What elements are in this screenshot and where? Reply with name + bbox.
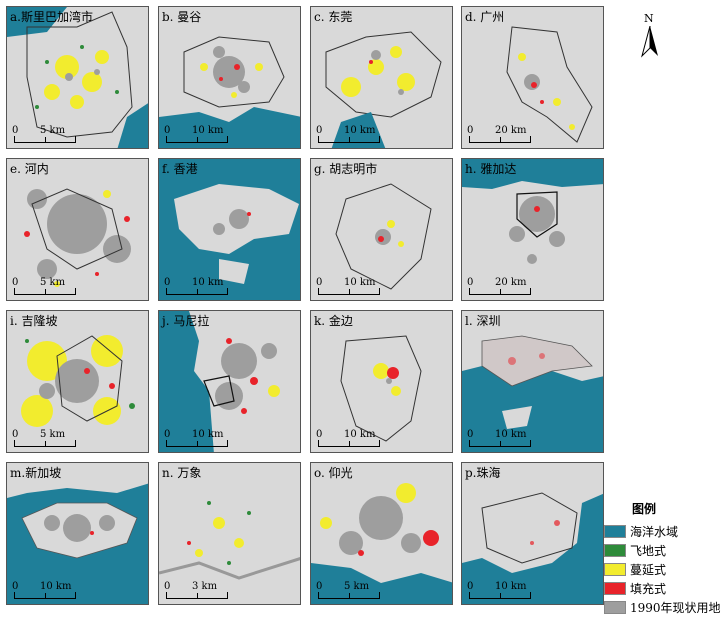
legend-item-sprawl: 蔓延式 xyxy=(604,560,728,579)
legend-item-ocean: 海洋水域 xyxy=(604,522,728,541)
panel-title: f. 香港 xyxy=(162,162,198,176)
panel-title: k. 金边 xyxy=(314,314,353,328)
panel-title: i. 吉隆坡 xyxy=(10,314,58,328)
legend: 图例 海洋水域 飞地式 蔓延式 填充式 1990年现状用地 xyxy=(604,500,728,617)
map-panel-guangzhou: d. 广州 0 20 km xyxy=(461,6,604,149)
map-graphic xyxy=(159,311,280,452)
scale-bar: 0 10 km xyxy=(467,429,539,449)
map-graphic xyxy=(340,335,422,442)
map-graphic xyxy=(7,7,148,148)
scale-bar: 0 10 km xyxy=(467,581,539,601)
legend-item-infill: 填充式 xyxy=(604,579,728,598)
panel-title: l. 深圳 xyxy=(465,314,501,328)
map-panel-shenzhen: l. 深圳 0 10 km xyxy=(461,310,604,453)
scale-bar: 0 10 km xyxy=(316,277,388,297)
scale-bar: 0 10 km xyxy=(316,125,388,145)
scale-bar: 0 10 km xyxy=(12,581,84,601)
panel-title: m.新加坡 xyxy=(10,466,62,480)
scale-bar: 0 10 km xyxy=(164,277,236,297)
scale-bar: 0 20 km xyxy=(467,277,539,297)
panel-title: b. 曼谷 xyxy=(162,10,202,24)
legend-swatch xyxy=(604,563,626,576)
map-panel-jakarta: h. 雅加达 0 20 km xyxy=(461,158,604,301)
legend-swatch xyxy=(604,525,626,538)
legend-item-1990-landuse: 1990年现状用地 xyxy=(604,598,728,617)
scale-bar: 0 10 km xyxy=(316,429,388,449)
panel-title: n. 万象 xyxy=(162,466,202,480)
scale-bar: 0 20 km xyxy=(467,125,539,145)
map-graphic xyxy=(174,184,299,284)
panel-title: a.斯里巴加湾市 xyxy=(10,10,93,24)
map-panel-zhuhai: p.珠海 0 10 km xyxy=(461,462,604,605)
scale-bar: 0 10 km xyxy=(164,429,236,449)
map-graphic xyxy=(159,36,300,148)
panel-title: e. 河内 xyxy=(10,162,49,176)
north-label: N xyxy=(644,12,654,25)
map-graphic xyxy=(335,183,432,290)
north-arrow-icon xyxy=(641,26,658,58)
map-panel-dongguan: c. 东莞 0 10 km xyxy=(310,6,453,149)
legend-swatch xyxy=(604,601,626,614)
map-graphic xyxy=(506,26,593,143)
map-panel-bangkok: b. 曼谷 0 10 km xyxy=(158,6,301,149)
legend-swatch xyxy=(604,544,626,557)
map-graphic xyxy=(462,159,603,264)
panel-title: p.珠海 xyxy=(465,466,501,480)
map-graphic xyxy=(24,188,131,287)
map-graphic xyxy=(159,501,300,580)
map-graphic xyxy=(7,463,148,559)
map-graphic xyxy=(325,31,442,148)
legend-title: 图例 xyxy=(632,502,657,516)
panel-title: o. 仰光 xyxy=(314,466,353,480)
map-graphic xyxy=(311,483,452,604)
map-graphic xyxy=(21,335,135,427)
north-arrow: N xyxy=(638,12,662,60)
panel-title: c. 东莞 xyxy=(314,10,353,24)
legend-swatch xyxy=(604,582,626,595)
panel-title: h. 雅加达 xyxy=(465,162,517,176)
panel-title: j. 马尼拉 xyxy=(162,314,210,328)
map-panel-phnom-penh: k. 金边 0 10 km xyxy=(310,310,453,453)
map-panel-ho-chi-minh: g. 胡志明市 0 10 km xyxy=(310,158,453,301)
panel-title: g. 胡志明市 xyxy=(314,162,378,176)
map-panel-hong-kong: f. 香港 0 10 km xyxy=(158,158,301,301)
legend-item-enclave: 飞地式 xyxy=(604,541,728,560)
scale-bar: 0 10 km xyxy=(164,125,236,145)
map-graphic xyxy=(462,463,603,573)
map-graphic xyxy=(462,311,603,429)
map-panel-singapore: m.新加坡 0 10 km xyxy=(6,462,149,605)
map-panel-manila: j. 马尼拉 0 10 km xyxy=(158,310,301,453)
panel-title: d. 广州 xyxy=(465,10,505,24)
